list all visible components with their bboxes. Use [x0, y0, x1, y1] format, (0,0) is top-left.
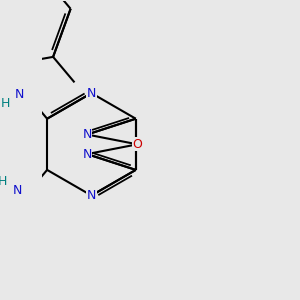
Text: N: N — [87, 189, 96, 202]
Text: O: O — [132, 138, 142, 151]
Text: N: N — [87, 87, 96, 100]
Text: N: N — [82, 128, 92, 141]
Text: H: H — [0, 176, 8, 188]
Text: N: N — [14, 88, 24, 101]
Text: N: N — [82, 148, 92, 160]
Text: N: N — [12, 184, 22, 197]
Text: H: H — [0, 97, 10, 110]
